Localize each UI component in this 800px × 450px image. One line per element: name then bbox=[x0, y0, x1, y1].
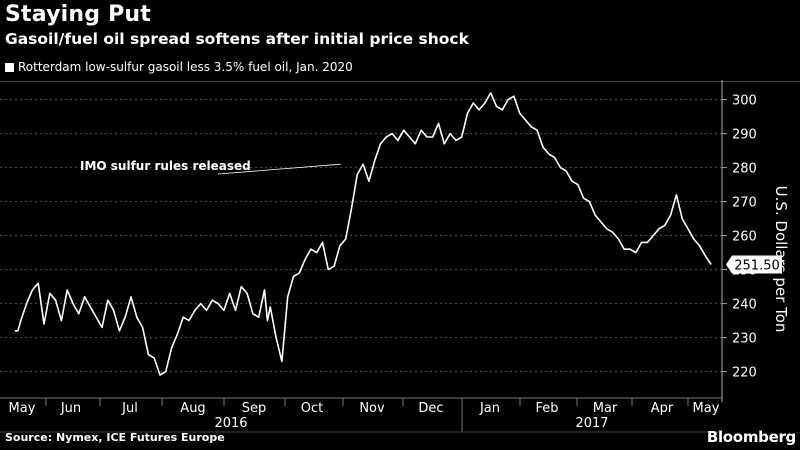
y-tick-label: 230 bbox=[732, 332, 757, 347]
grid-layer bbox=[0, 99, 722, 373]
y-tick-label: 270 bbox=[732, 196, 757, 211]
chart-subtitle: Gasoil/fuel oil spread softens after ini… bbox=[5, 30, 469, 48]
source-note: Source: Nymex, ICE Futures Europe bbox=[5, 431, 225, 444]
axis-layer: 220230240250260270280290300U.S. Dollars … bbox=[0, 80, 790, 433]
y-tick-label: 240 bbox=[732, 298, 757, 313]
x-tick-label: Dec bbox=[418, 401, 443, 416]
y-tick-label: 260 bbox=[732, 230, 757, 245]
x-tick-label: Jan bbox=[479, 401, 500, 416]
last-value-label: 251.50 bbox=[734, 259, 780, 274]
series-line bbox=[15, 92, 712, 376]
legend-label: Rotterdam low-sulfur gasoil less 3.5% fu… bbox=[18, 60, 353, 74]
x-tick-label: Jul bbox=[121, 401, 138, 416]
header-divider bbox=[0, 81, 800, 82]
series-layer: 251.50 bbox=[15, 92, 782, 376]
last-value-marker bbox=[726, 255, 782, 274]
x-tick-label: Jun bbox=[60, 401, 81, 416]
bloomberg-logo: Bloomberg bbox=[706, 428, 796, 446]
x-tick-label: Mar bbox=[593, 401, 618, 416]
annotation-layer: IMO sulfur rules released bbox=[80, 159, 341, 175]
x-tick-label: Apr bbox=[651, 401, 674, 416]
y-tick-label: 280 bbox=[732, 162, 757, 177]
x-tick-label: Feb bbox=[535, 401, 558, 416]
annotation-leader bbox=[217, 163, 341, 175]
x-tick-label: May bbox=[9, 401, 36, 416]
x-tick-label: Nov bbox=[359, 401, 385, 416]
x-tick-label: Sep bbox=[242, 401, 267, 416]
legend-swatch bbox=[5, 62, 14, 72]
x-tick-label: May bbox=[693, 401, 720, 416]
annotation-label: IMO sulfur rules released bbox=[80, 159, 251, 173]
y-tick-label: 220 bbox=[732, 366, 757, 381]
x-tick-label: Aug bbox=[180, 401, 205, 416]
chart-title: Staying Put bbox=[5, 2, 151, 27]
year-label: 2017 bbox=[575, 416, 608, 431]
x-tick-label: Oct bbox=[301, 401, 323, 416]
year-label: 2016 bbox=[214, 416, 247, 431]
y-tick-label: 290 bbox=[732, 128, 757, 143]
y-tick-label: 300 bbox=[732, 94, 757, 109]
chart-legend: Rotterdam low-sulfur gasoil less 3.5% fu… bbox=[5, 60, 353, 74]
